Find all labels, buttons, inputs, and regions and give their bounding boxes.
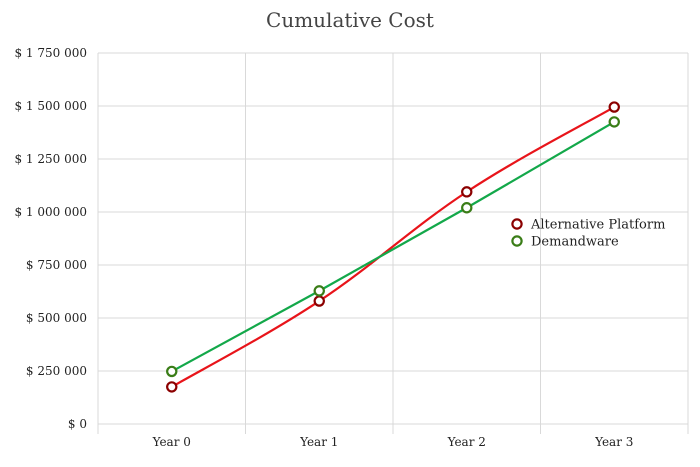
x-tick-label: Year 3 (594, 435, 633, 449)
data-point (608, 101, 620, 113)
legend: Alternative Platform Demandware (511, 218, 665, 250)
legend-marker (511, 235, 523, 247)
data-point (313, 285, 325, 297)
y-tick-label: $ 1 750 000 (14, 46, 87, 60)
series-line (171, 120, 615, 373)
y-tick-label: $ 250 000 (26, 364, 87, 378)
data-point (166, 381, 178, 393)
data-point (608, 116, 620, 128)
data-point (313, 295, 325, 307)
y-tick-label: $ 500 000 (26, 311, 87, 325)
x-tick-label: Year 2 (447, 435, 486, 449)
x-tick-label: Year 0 (152, 435, 191, 449)
y-tick-label: $ 1 500 000 (14, 99, 87, 113)
legend-marker (511, 218, 523, 230)
x-tick-label: Year 1 (299, 435, 338, 449)
grid (97, 52, 689, 434)
series (166, 101, 620, 393)
data-point (461, 202, 473, 214)
legend-label: Demandware (531, 235, 619, 250)
y-tick-label: $ 0 (68, 417, 87, 431)
legend-label: Alternative Platform (530, 218, 665, 233)
y-tick-label: $ 1 250 000 (14, 152, 87, 166)
data-point (461, 186, 473, 198)
chart-title: Cumulative Cost (266, 8, 434, 32)
data-point (166, 365, 178, 378)
series-line (171, 106, 615, 388)
y-tick-label: $ 1 000 000 (14, 205, 87, 219)
axes: $ 0 $ 250 000 $ 500 000 $ 750 000 $ 1 000 00… (14, 46, 633, 449)
y-tick-label: $ 750 000 (26, 258, 87, 272)
